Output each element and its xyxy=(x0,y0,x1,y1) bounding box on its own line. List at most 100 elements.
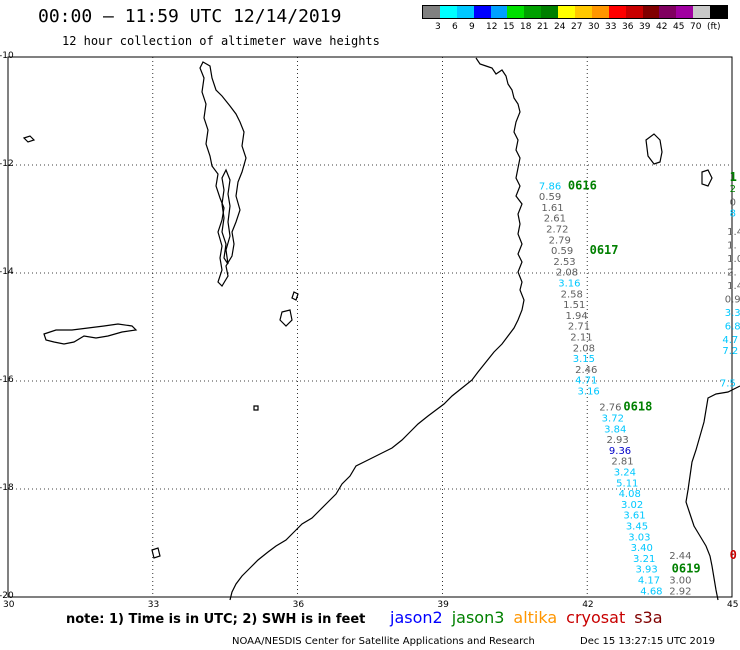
wave-height-value: 3.16 xyxy=(558,279,580,290)
wave-height-value: 2.72 xyxy=(546,225,568,236)
map-frame xyxy=(7,56,733,598)
wave-height-value: 2.76 xyxy=(599,403,621,414)
lake-malawi-outline xyxy=(199,61,247,287)
wave-height-value: 2. xyxy=(727,268,737,279)
scale-label: (ft) xyxy=(707,22,721,32)
wave-height-value: 3.21 xyxy=(633,554,655,565)
wave-height-value: 2.79 xyxy=(549,235,571,246)
scale-label: 21 xyxy=(537,22,549,32)
scale-swatch xyxy=(591,6,609,18)
scale-label: 18 xyxy=(520,22,532,32)
scale-label: 33 xyxy=(605,22,617,32)
wave-height-value: 2.92 xyxy=(669,586,691,597)
wave-height-value: 3.84 xyxy=(604,424,626,435)
tiny-islet-outline xyxy=(253,405,259,411)
footer-timestamp: Dec 15 13:27:15 UTC 2019 xyxy=(580,636,715,647)
pass-time-label: 0617 xyxy=(590,243,619,257)
scale-label: 15 xyxy=(503,22,515,32)
scale-label: 70 xyxy=(690,22,702,32)
wave-height-value: 0.9 xyxy=(725,295,740,306)
wave-height-value: 2.08 xyxy=(573,343,595,354)
scale-swatch xyxy=(456,6,474,18)
wave-height-value: 7.86 xyxy=(539,181,561,192)
wave-height-value: 4.08 xyxy=(619,489,641,500)
pass-time-labels: 0616 0617 0618 0619 1 0 xyxy=(568,170,737,576)
wave-height-value: 4.7 xyxy=(722,335,738,346)
mayotte-outline xyxy=(701,169,713,187)
satellite-name: altika xyxy=(513,608,558,627)
wave-height-value: 2.71 xyxy=(568,322,590,333)
footer-credit: NOAA/NESDIS Center for Satellite Applica… xyxy=(232,636,535,647)
satellite-name: s3a xyxy=(634,608,663,627)
wave-height-value: 2.61 xyxy=(544,214,566,225)
scale-swatch xyxy=(473,6,491,18)
wave-height-value: 3.02 xyxy=(621,500,643,511)
map-note: note: 1) Time is in UTC; 2) SWH is in fe… xyxy=(66,612,366,627)
wave-height-value: 0.59 xyxy=(551,246,573,257)
latitude-label: -12 xyxy=(0,159,14,169)
scale-label: 36 xyxy=(622,22,634,32)
scale-swatch xyxy=(676,6,694,18)
wave-height-scale-labels: 3 6 9 12 15 18 21 24 27 30 33 36 39 42 45 70 (ft) xyxy=(422,22,728,34)
wave-height-value: 7.2 xyxy=(722,346,738,357)
scale-label: 39 xyxy=(639,22,651,32)
wave-height-value: 1.4 xyxy=(727,281,740,292)
wave-height-value: 3.3 xyxy=(725,308,740,319)
scale-swatch xyxy=(659,6,677,18)
wave-height-value: 3.40 xyxy=(631,543,653,554)
wave-height-value: 2 xyxy=(730,184,736,195)
scale-swatch xyxy=(524,6,542,18)
scale-swatch xyxy=(608,6,626,18)
map-subtitle: 12 hour collection of altimeter wave hei… xyxy=(62,34,380,48)
lake-islet-outline xyxy=(279,309,293,327)
pass-time-label: 0616 xyxy=(568,178,597,192)
map-title: 00:00 – 11:59 UTC 12/14/2019 xyxy=(38,6,342,27)
latitude-label: -18 xyxy=(0,483,14,493)
wave-height-value: 1.51 xyxy=(563,300,585,311)
wave-height-value: 2.93 xyxy=(607,435,629,446)
pass-time-label: 0618 xyxy=(623,400,652,414)
wave-height-value: 3.72 xyxy=(602,414,624,425)
scale-label: 27 xyxy=(571,22,583,32)
scale-swatch xyxy=(625,6,643,18)
wave-height-value: 2.44 xyxy=(669,551,691,562)
wave-height-value: 0.59 xyxy=(539,192,561,203)
wave-height-value: 2.08 xyxy=(556,268,578,279)
wave-height-value: 4.68 xyxy=(640,586,662,597)
scale-label: 45 xyxy=(673,22,685,32)
pass-time-label: 0619 xyxy=(672,562,701,576)
longitude-label: 39 xyxy=(437,600,449,610)
pass-time-label: 1 xyxy=(730,170,737,184)
comoros-grande-outline xyxy=(645,133,663,165)
scale-swatch xyxy=(507,6,525,18)
wave-height-value: 2.46 xyxy=(575,365,597,376)
wave-height-value: 0 xyxy=(730,198,736,209)
wave-height-value: 1.0 xyxy=(727,254,740,265)
satellite-name: jason3 xyxy=(451,608,505,627)
longitude-label: 42 xyxy=(582,600,594,610)
wave-height-value: 9.36 xyxy=(609,446,631,457)
wave-height-value: 3.24 xyxy=(614,468,636,479)
madagascar-west-coast xyxy=(685,385,740,601)
wave-height-value: 1. xyxy=(727,241,737,252)
lake-malawi-inner-outline xyxy=(221,168,231,265)
wave-height-value: 1.4 xyxy=(727,227,740,238)
map-grid xyxy=(7,56,733,598)
scale-swatch xyxy=(558,6,576,18)
wave-height-value: 2.81 xyxy=(611,457,633,468)
wave-height-value: 1.61 xyxy=(541,203,563,214)
scale-label: 3 xyxy=(435,22,441,32)
scale-swatch xyxy=(541,6,559,18)
scale-swatch xyxy=(575,6,592,18)
scale-swatch xyxy=(693,6,711,18)
coastline xyxy=(22,57,740,601)
wave-height-labels: 7.860.591.612.612.722.790.592.532.083.16… xyxy=(539,181,740,597)
wave-height-value: 3.15 xyxy=(573,354,595,365)
wave-height-value: 3.93 xyxy=(635,565,657,576)
latitude-label: -10 xyxy=(0,51,14,61)
wave-height-value: 3.45 xyxy=(626,522,648,533)
wave-height-value: 4.17 xyxy=(638,576,660,587)
scale-label: 9 xyxy=(469,22,475,32)
satellite-name: cryosat xyxy=(566,608,626,627)
